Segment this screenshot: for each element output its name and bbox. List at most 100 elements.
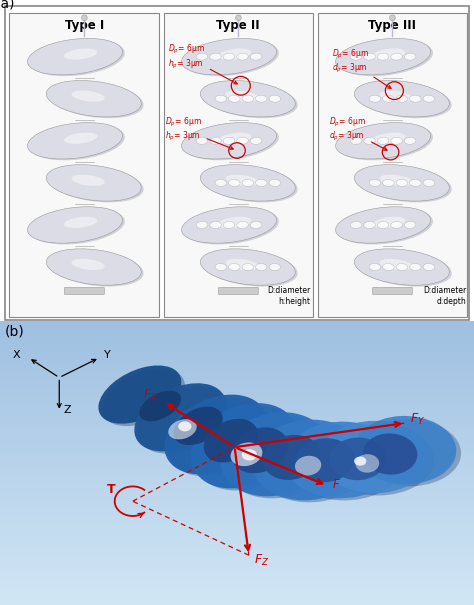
- Bar: [0, 463, 474, 465]
- Text: $D_p$= 6μm
$h_p$= 3μm: $D_p$= 6μm $h_p$= 3μm: [168, 43, 237, 84]
- Ellipse shape: [383, 264, 394, 270]
- Ellipse shape: [423, 264, 435, 270]
- Bar: [0, 534, 474, 536]
- Bar: [0, 579, 474, 581]
- Ellipse shape: [350, 137, 362, 144]
- Bar: [0, 484, 474, 486]
- Ellipse shape: [30, 40, 125, 76]
- Ellipse shape: [242, 449, 257, 460]
- Ellipse shape: [354, 416, 456, 484]
- Ellipse shape: [284, 422, 398, 499]
- Bar: [0, 399, 474, 401]
- Bar: [0, 325, 474, 328]
- Bar: [0, 352, 474, 354]
- Ellipse shape: [357, 250, 452, 287]
- Ellipse shape: [46, 249, 141, 285]
- Ellipse shape: [364, 137, 375, 144]
- Bar: [0, 560, 474, 563]
- Ellipse shape: [396, 264, 408, 270]
- Bar: [0, 536, 474, 538]
- Bar: [0, 354, 474, 356]
- Ellipse shape: [182, 39, 276, 75]
- Bar: [0, 538, 474, 541]
- Bar: [0, 356, 474, 359]
- Ellipse shape: [237, 53, 248, 60]
- Bar: [0, 344, 474, 347]
- Ellipse shape: [46, 80, 141, 117]
- Ellipse shape: [323, 425, 434, 495]
- Ellipse shape: [30, 124, 125, 160]
- Ellipse shape: [396, 180, 408, 186]
- Bar: [0, 569, 474, 572]
- Ellipse shape: [295, 456, 321, 476]
- Ellipse shape: [236, 15, 241, 21]
- Ellipse shape: [27, 123, 122, 159]
- Ellipse shape: [369, 264, 381, 270]
- Ellipse shape: [168, 398, 271, 476]
- Ellipse shape: [191, 403, 297, 488]
- Ellipse shape: [320, 421, 429, 494]
- Ellipse shape: [49, 82, 144, 118]
- Text: D:diameter
h:height: D:diameter h:height: [267, 287, 310, 306]
- Ellipse shape: [377, 221, 389, 229]
- Ellipse shape: [336, 207, 430, 243]
- Text: $F_Y$: $F_Y$: [410, 412, 425, 427]
- Bar: [0, 499, 474, 501]
- Bar: [0, 508, 474, 510]
- Ellipse shape: [237, 221, 248, 229]
- Ellipse shape: [168, 419, 197, 439]
- Bar: [0, 442, 474, 444]
- Bar: [0, 589, 474, 590]
- Bar: [0, 361, 474, 363]
- Ellipse shape: [255, 264, 267, 270]
- Ellipse shape: [203, 250, 298, 287]
- Bar: [0, 378, 474, 380]
- Bar: [0, 422, 474, 425]
- Bar: [0, 506, 474, 508]
- Ellipse shape: [404, 221, 416, 229]
- Bar: [0, 385, 474, 387]
- Bar: [0, 349, 474, 352]
- Ellipse shape: [336, 39, 430, 75]
- Bar: [0, 590, 474, 593]
- Ellipse shape: [391, 53, 402, 60]
- Bar: [0, 321, 474, 323]
- Bar: [0, 598, 474, 600]
- Ellipse shape: [138, 387, 230, 454]
- Ellipse shape: [380, 175, 413, 186]
- Bar: [0, 551, 474, 553]
- Ellipse shape: [410, 95, 421, 102]
- Bar: [0, 375, 474, 378]
- Ellipse shape: [369, 180, 381, 186]
- Ellipse shape: [223, 137, 235, 144]
- Ellipse shape: [201, 80, 295, 117]
- Bar: [0, 494, 474, 496]
- Bar: [0, 328, 474, 330]
- Ellipse shape: [263, 435, 320, 480]
- Ellipse shape: [184, 40, 279, 76]
- Ellipse shape: [372, 132, 405, 144]
- Bar: [0, 382, 474, 385]
- Bar: [0, 496, 474, 499]
- Ellipse shape: [210, 221, 221, 229]
- Bar: [0, 411, 474, 413]
- Ellipse shape: [364, 53, 375, 60]
- Bar: [318, 13, 467, 317]
- Bar: [0, 396, 474, 399]
- Bar: [0, 432, 474, 434]
- Bar: [0, 581, 474, 584]
- Bar: [0, 390, 474, 392]
- Text: X: X: [12, 350, 20, 359]
- Ellipse shape: [355, 80, 449, 117]
- Ellipse shape: [250, 137, 262, 144]
- Ellipse shape: [242, 264, 254, 270]
- Bar: [0, 546, 474, 548]
- Ellipse shape: [383, 180, 394, 186]
- Ellipse shape: [369, 95, 381, 102]
- Ellipse shape: [377, 137, 389, 144]
- Bar: [0, 577, 474, 579]
- Bar: [0, 392, 474, 394]
- Bar: [0, 465, 474, 468]
- Text: Z: Z: [64, 405, 72, 415]
- Bar: [0, 434, 474, 437]
